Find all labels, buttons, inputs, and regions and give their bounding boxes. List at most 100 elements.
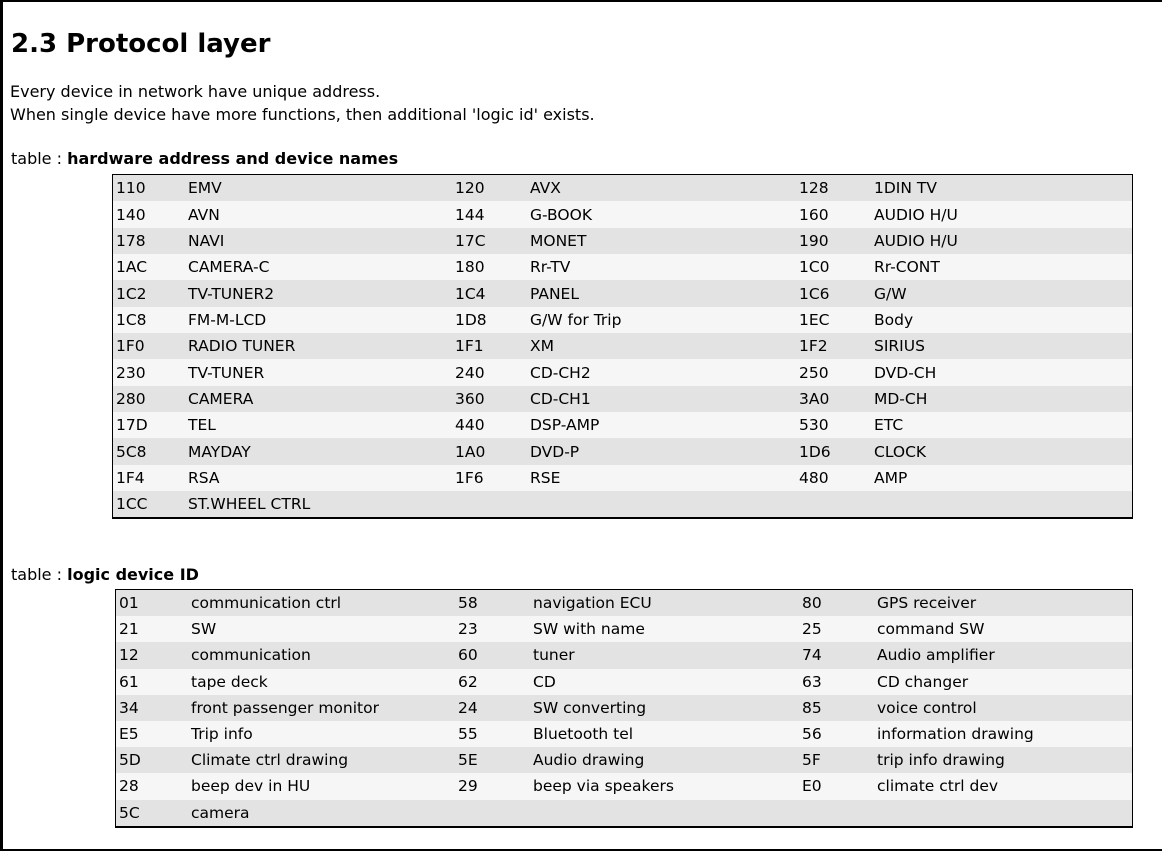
device-code-cell: 140 [116,205,146,224]
device-code-cell: E5 [119,725,139,744]
device-code-cell: 110 [116,179,146,198]
device-code-cell: 21 [119,620,139,639]
device-code-cell: 01 [119,594,139,613]
device-code-cell: 55 [458,725,478,744]
device-code-cell: 360 [455,389,485,408]
device-code-cell: 25 [802,620,822,639]
device-code-cell: 1C6 [799,284,830,303]
device-code-cell: 12 [119,646,139,665]
device-code-cell: 530 [799,416,829,435]
table-row: 280 CAMERA 360 CD-CH1 3A0 MD-CH [113,385,1132,413]
device-code-cell: 80 [802,594,822,613]
device-code-cell: 17C [455,231,486,250]
table-label-prefix: table : [11,565,68,584]
device-code-cell: 1CC [116,495,148,514]
device-name-cell: Body [874,310,914,329]
device-code-cell: 85 [802,698,822,717]
table-label-prefix: table : [11,149,68,168]
table-row: 1C2 TV-TUNER2 1C4 PANEL 1C6 G/W [113,280,1132,307]
table-row: 01 communication ctrl 58 navigation ECU 80 GP… [116,590,1132,617]
device-name-cell: camera [191,803,250,822]
device-name-cell: DVD-CH [874,363,937,382]
device-name-cell: Audio drawing [533,751,645,770]
device-code-cell: 1F1 [455,337,484,356]
device-code-cell: 180 [455,258,485,277]
device-name-cell: RADIO TUNER [188,337,296,356]
device-name-cell: SW with name [533,620,645,639]
device-name-cell: climate ctrl dev [877,777,999,796]
intro-paragraph: Every device in network have unique addr… [10,80,595,126]
device-code-cell: 61 [119,672,139,691]
device-code-cell: 34 [119,698,139,717]
device-name-cell: communication [191,646,311,665]
device-name-cell: AMP [874,468,908,487]
device-code-cell: 480 [799,468,829,487]
device-name-cell: G/W for Trip [530,310,622,329]
intro-line-2: When single device have more functions, … [10,105,595,124]
device-name-cell: tape deck [191,672,268,691]
device-code-cell: 1C4 [455,284,486,303]
device-code-cell: 62 [458,672,478,691]
device-name-cell: Bluetooth tel [533,725,634,744]
device-name-cell: G/W [874,284,907,303]
device-name-cell: DSP-AMP [530,416,600,435]
device-code-cell: 1D8 [455,310,487,329]
device-name-cell: EMV [188,179,222,198]
device-name-cell: CD-CH1 [530,389,591,408]
table-row: 5C8 MAYDAY 1A0 DVD-P 1D6 CLOCK [113,438,1132,465]
logic-table-label: table : logic device ID [11,565,199,584]
device-code-cell: 1C0 [799,258,830,277]
device-code-cell: 63 [802,672,822,691]
device-code-cell: 24 [458,698,478,717]
device-code-cell: 1C8 [116,310,147,329]
device-name-cell: AUDIO H/U [874,205,958,224]
device-code-cell: 280 [116,389,146,408]
device-name-cell: Trip info [191,725,253,744]
device-code-cell: 1A0 [455,442,486,461]
device-code-cell: 240 [455,363,485,382]
device-code-cell: 17D [116,416,148,435]
device-name-cell: DVD-P [530,442,580,461]
device-name-cell: beep dev in HU [191,777,311,796]
device-code-cell: 250 [799,363,829,382]
device-code-cell: 144 [455,205,485,224]
table-label-text: logic device ID [67,565,199,584]
table-row: 34 front passenger monitor 24 SW converting… [116,694,1132,721]
device-name-cell: MAYDAY [188,442,251,461]
device-name-cell: PANEL [530,284,579,303]
table-row: 5C camera [116,799,1132,826]
device-name-cell: navigation ECU [533,594,652,613]
device-code-cell: 58 [458,594,478,613]
device-name-cell: TV-TUNER2 [188,284,275,303]
device-code-cell: 190 [799,231,829,250]
intro-line-1: Every device in network have unique addr… [10,82,381,101]
device-code-cell: 1AC [116,258,148,277]
device-name-cell: trip info drawing [877,751,1005,770]
device-code-cell: 60 [458,646,478,665]
device-name-cell: AUDIO H/U [874,231,958,250]
device-name-cell: SW [191,620,217,639]
device-name-cell: AVX [530,179,561,198]
device-name-cell: CD-CH2 [530,363,591,382]
device-code-cell: 178 [116,231,146,250]
device-name-cell: communication ctrl [191,594,342,613]
device-name-cell: ST.WHEEL CTRL [188,495,311,514]
device-code-cell: 1F4 [116,468,145,487]
table-row: 140 AVN 144 G-BOOK 160 AUDIO H/U [113,201,1132,228]
device-code-cell: 160 [799,205,829,224]
device-name-cell: beep via speakers [533,777,674,796]
device-name-cell: command SW [877,620,985,639]
table-row: 1F4 RSA 1F6 RSE 480 AMP [113,464,1132,492]
section-title: 2.3 Protocol layer [11,29,271,60]
device-code-cell: 5F [802,751,821,770]
device-code-cell: 1F2 [799,337,828,356]
device-name-cell: MONET [530,231,587,250]
table-row: E5 Trip info 55 Bluetooth tel 56 information … [116,720,1132,748]
device-name-cell: XM [530,337,554,356]
hardware-table-label: table : hardware address and device name… [11,149,398,168]
table-row: 1C8 FM-M-LCD 1D8 G/W for Trip 1EC Body [113,306,1132,334]
device-name-cell: NAVI [188,231,225,250]
device-code-cell: 5E [458,751,478,770]
device-name-cell: Rr-CONT [874,258,940,277]
